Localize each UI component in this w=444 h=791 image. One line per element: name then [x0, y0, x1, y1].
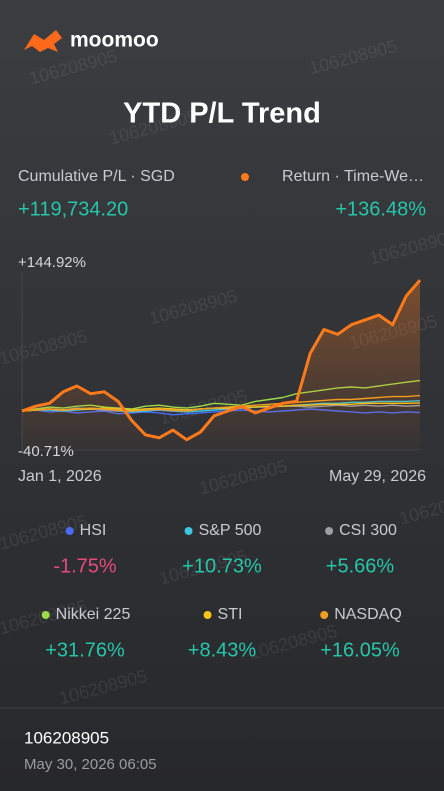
legend-name: Nikkei 225: [56, 606, 131, 623]
legend-name: S&P 500: [199, 522, 262, 539]
legend-change: -1.75%: [53, 555, 117, 577]
legend-dot: [325, 527, 334, 535]
legend-change: +8.43%: [188, 639, 257, 661]
y-tick-label: +144.92%: [18, 254, 86, 271]
legend-dot: [184, 527, 193, 535]
pl-value: +119,734.20: [18, 198, 128, 220]
legend-change: +5.66%: [326, 555, 395, 577]
legend-name: CSI 300: [339, 522, 397, 539]
legend-dot: [320, 611, 329, 619]
legend-dot: [65, 527, 74, 535]
legend-change: +10.73%: [182, 555, 262, 577]
title: YTD P/L Trend: [123, 98, 321, 130]
legend-dot: [203, 611, 212, 619]
x-tick-label: Jan 1, 2026: [18, 468, 102, 485]
legend-dot: [241, 173, 249, 181]
return-value: +136.48%: [335, 198, 426, 220]
pl-label: Cumulative P/L · SGD: [18, 168, 175, 185]
timestamp: May 30, 2026 06:05: [24, 756, 157, 773]
legend-dot: [41, 611, 50, 619]
legend-name: HSI: [80, 522, 107, 539]
return-label: Return · Time-We…: [282, 168, 424, 185]
series-line: [21, 279, 422, 442]
x-tick-label: May 29, 2026: [329, 468, 426, 485]
legend-name: STI: [218, 606, 243, 623]
legend-change: +31.76%: [45, 639, 125, 661]
legend-name: NASDAQ: [334, 606, 402, 623]
account: 106208905: [24, 728, 109, 747]
logo-icon: [24, 30, 62, 52]
legend: HSI -1.75% S&P 500 +10.73% CSI 300 +5.66% Nikk…: [41, 522, 402, 661]
legend-change: +16.05%: [320, 639, 400, 661]
brand: moomoo: [70, 29, 159, 52]
plot: +144.92%-40.71%Jan 1, 2026 May 29, 2026: [18, 254, 426, 485]
